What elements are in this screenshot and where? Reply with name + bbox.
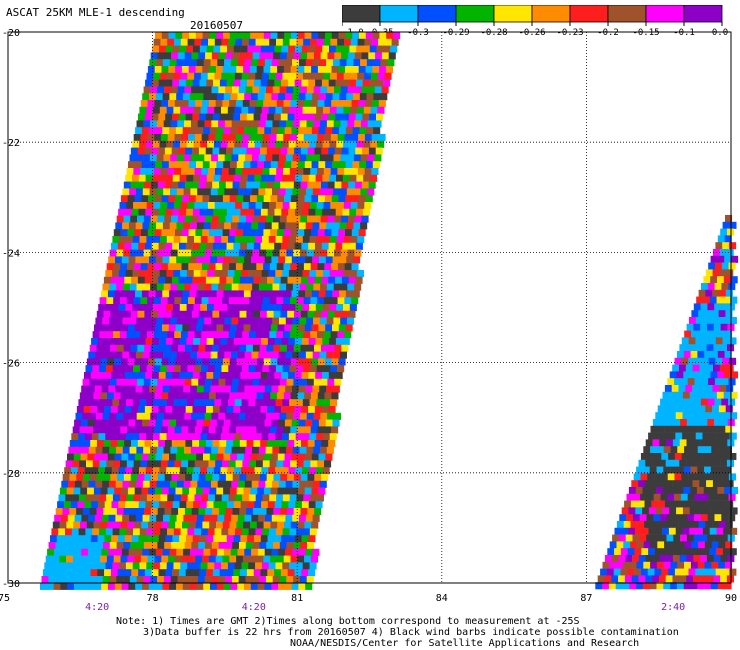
footer-note-line1: Note: 1) Times are GMT 2)Times along bot… bbox=[116, 616, 580, 627]
time-label: 4:20 bbox=[85, 602, 109, 613]
lon-tick-label: 81 bbox=[291, 593, 303, 604]
scatterometer-map: 75 78 81 84 87 90 -20 -22 -24 -26 -28 -30 4:20 4:20 2:… bbox=[0, 28, 739, 613]
time-label: 2:40 bbox=[661, 602, 685, 613]
lon-tick-label: 78 bbox=[147, 593, 159, 604]
lat-tick-label: -30 bbox=[2, 579, 20, 590]
product-date: 20160507 bbox=[190, 19, 243, 32]
product-title: ASCAT 25KM MLE-1 descending bbox=[6, 6, 185, 19]
lat-tick-label: -28 bbox=[2, 469, 20, 480]
lat-tick-label: -22 bbox=[2, 138, 20, 149]
lat-tick-label: -20 bbox=[2, 28, 20, 39]
lon-tick-label: 90 bbox=[725, 593, 737, 604]
lat-tick-label: -26 bbox=[2, 359, 20, 370]
colorbar-swatch bbox=[683, 5, 723, 23]
lon-tick-label: 84 bbox=[436, 593, 448, 604]
lon-tick-label: 87 bbox=[580, 593, 592, 604]
lon-tick-label: 75 bbox=[0, 593, 10, 604]
lat-tick-label: -24 bbox=[2, 248, 20, 259]
time-label: 4:20 bbox=[242, 602, 266, 613]
swath-east bbox=[595, 215, 739, 590]
swath-west bbox=[40, 32, 401, 590]
footer-note-line2: 3)Data buffer is 22 hrs from 20160507 4)… bbox=[143, 627, 679, 638]
footer-credit: NOAA/NESDIS/Center for Satellite Applica… bbox=[290, 638, 640, 649]
map-frame bbox=[7, 31, 732, 584]
